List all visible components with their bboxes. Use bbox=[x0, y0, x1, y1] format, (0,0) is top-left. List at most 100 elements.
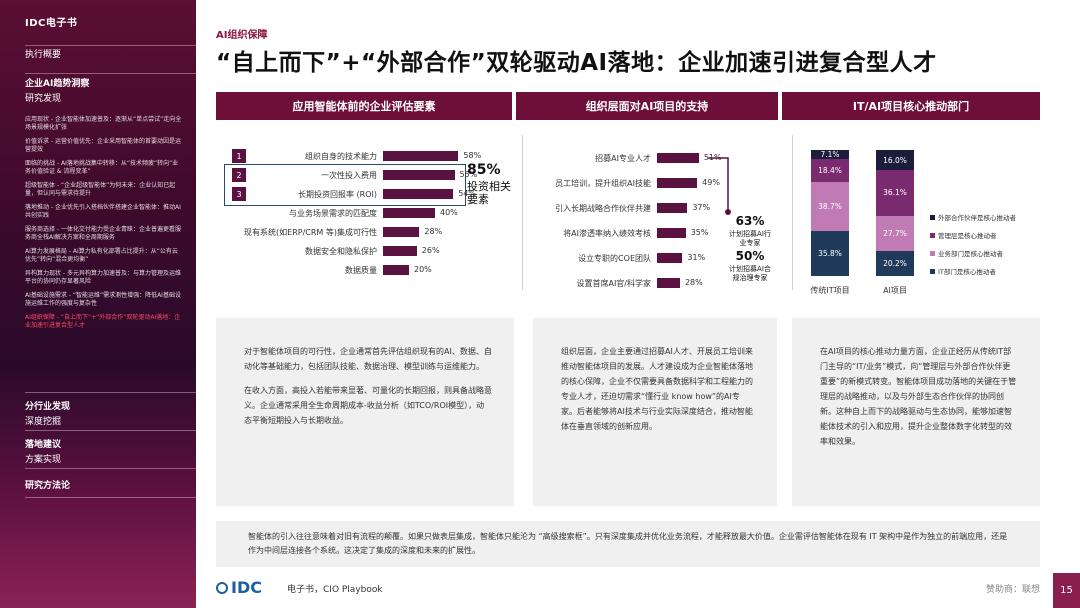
legend-item: IT部门是核心推动者 bbox=[930, 266, 996, 276]
ai-compliance-text: 计划招募AI合 规治理专家 bbox=[729, 265, 771, 282]
bar-value: 37% bbox=[692, 203, 711, 212]
sidebar-subitem[interactable]: 落地推动 - 企业优先引入搭档伙伴搭建企业智能体：推动AI共创实践 bbox=[25, 204, 181, 219]
bar-label: 引入长期战略合作伙伴共建 bbox=[555, 204, 651, 213]
text-box-eval: 对于智能体项目的可行性，企业通常首先评估组织现有的AI、数据、自动化等基础能力，… bbox=[216, 318, 514, 506]
legend-swatch bbox=[930, 232, 935, 238]
text-box-dept: 在AI项目的核心推动力量方面，企业正经历从传统IT部门主导的“IT/业务”模式，… bbox=[792, 318, 1040, 506]
bar bbox=[383, 170, 455, 180]
sidebar-divider bbox=[25, 468, 196, 469]
footer-title: 电子书，CIO Playbook bbox=[287, 585, 383, 595]
x-axis-label: 传统IT项目 bbox=[810, 286, 850, 295]
rank-badge: 2 bbox=[232, 168, 246, 182]
section-eyebrow: AI组织保障 bbox=[216, 30, 268, 41]
ai-expert-text: 计划招募AI行 业专家 bbox=[729, 230, 771, 247]
text-box-org: 组织层面，企业主要通过招募AI人才、开展员工培训来推动智能体项目的发展。人才建设… bbox=[533, 318, 777, 506]
stack-segment: 20.2% bbox=[876, 250, 914, 276]
bar-value: 55% bbox=[459, 170, 478, 179]
footer-sponsor: 赞助商：联想 bbox=[985, 585, 1040, 595]
sidebar-subitem-active[interactable]: AI组织保障 - “自上而下”+“外部合作”双轮驱动AI落地：企业加速引进复合型… bbox=[25, 314, 181, 329]
stack-segment: 35.8% bbox=[811, 230, 849, 276]
sidebar-item-advice[interactable]: 落地建议 bbox=[25, 440, 62, 450]
x-axis-label: AI项目 bbox=[883, 286, 907, 295]
sidebar-item-industry[interactable]: 分行业发现 bbox=[25, 402, 71, 412]
bar-value: 58% bbox=[463, 151, 482, 160]
bar bbox=[657, 278, 680, 288]
legend-swatch bbox=[930, 250, 935, 256]
column-header-eval: 应用智能体前的企业评估要素 bbox=[216, 92, 512, 120]
legend-swatch bbox=[930, 214, 935, 220]
bar bbox=[383, 227, 420, 237]
bar-label: 数据质量 bbox=[345, 266, 377, 275]
stack-segment: 27.7% bbox=[876, 215, 914, 251]
bar-value: 40% bbox=[440, 208, 458, 217]
stack-segment: 38.7% bbox=[811, 182, 849, 231]
stack-segment: 7.1% bbox=[811, 150, 849, 159]
bar-value: 20% bbox=[414, 265, 432, 274]
sidebar-subitem[interactable]: 价值诉求 - 运营价值优先：企业采用智能体的首要动因是运营提效 bbox=[25, 138, 181, 153]
bar bbox=[383, 151, 459, 161]
sidebar-subitem[interactable]: 超级智能体 - “企业超级智能体”为何未来：企业认知已起量，但认同与需求待提升 bbox=[25, 182, 176, 197]
sidebar-subitem[interactable]: 面临的挑战 - AI落地挑战集中转移：从“技术频疲”转向“业务价值验证 & 流程… bbox=[25, 160, 179, 175]
bar-value: 31% bbox=[687, 253, 706, 262]
bar-label: 设置首席AI官/科学家 bbox=[576, 279, 651, 288]
bar bbox=[657, 203, 688, 213]
bar-label: 一次性投入费用 bbox=[321, 171, 377, 180]
sidebar-item-trends-sub: 研究发现 bbox=[25, 94, 62, 104]
ai-expert-pct: 63% bbox=[735, 214, 765, 228]
bar-label: 招募AI专业人才 bbox=[595, 154, 651, 163]
bar bbox=[383, 265, 409, 275]
column-divider bbox=[792, 135, 793, 290]
sidebar-item-advice-sub: 方案实现 bbox=[25, 455, 62, 465]
bar-value: 28% bbox=[424, 227, 443, 236]
investment-highlight-box bbox=[224, 164, 466, 206]
bar-label: 设立专职的COE团队 bbox=[578, 254, 651, 263]
legend-item: 外部合作伙伴是核心推动者 bbox=[930, 212, 1016, 222]
legend-item: 管理层是核心推动者 bbox=[930, 230, 997, 240]
bar bbox=[383, 246, 417, 256]
sidebar-divider bbox=[25, 73, 196, 74]
bar-label: 现有系统(如ERP/CRM 等)集成可行性 bbox=[244, 228, 377, 237]
sidebar-subitem[interactable]: 异构算力现状 - 多元异构算力加速普及：与算力管理及运维平台的协同仍存显著风险 bbox=[25, 270, 181, 285]
investment-callout-pct: 85% bbox=[467, 162, 501, 178]
sidebar-subitem[interactable]: AI算力发展格局 - AI算力私有化部署占比提升：从“公有云优先”转向“混合更均… bbox=[25, 248, 178, 263]
bar bbox=[657, 178, 698, 188]
sidebar-subitem[interactable]: AI基础设施需求 - “智能运维”需求测性增强：降低AI基础设施运维工作的强度与… bbox=[25, 292, 181, 307]
bar-label: 数据安全和隐私保护 bbox=[305, 247, 377, 256]
bar-label: 长期投资回报率 (ROI) bbox=[298, 190, 377, 199]
sidebar-subitems: 应用现状 - 企业智能体加速普及：逐渐从“单点尝试”走向全场景规模化扩张 价值诉… bbox=[25, 116, 196, 329]
idc-logo: IDC bbox=[216, 578, 262, 597]
page-title: “自上而下”+“外部合作”双轮驱动AI落地：企业加速引进复合型人才 bbox=[216, 50, 937, 76]
bar-value: 35% bbox=[690, 228, 709, 237]
page-number: 15 bbox=[1053, 573, 1080, 608]
ai-compliance-pct: 50% bbox=[735, 249, 765, 263]
sidebar-divider bbox=[25, 45, 196, 46]
bar-value: 28% bbox=[684, 278, 703, 287]
bottom-note: 智能体的引入往往意味着对旧有流程的颠覆。如果只做表层集成，智能体只能沦为 “高级… bbox=[216, 521, 1040, 567]
legend-label: 业务部门是核心推动者 bbox=[938, 250, 1003, 258]
column-header-org: 组织层面对AI项目的支持 bbox=[516, 92, 778, 120]
sidebar-subitem[interactable]: 应用现状 - 企业智能体加速普及：逐渐从“单点尝试”走向全场景规模化扩张 bbox=[25, 116, 182, 131]
sidebar-item-methodology[interactable]: 研究方法论 bbox=[25, 481, 71, 491]
investment-callout-text2: 要素 bbox=[467, 193, 489, 206]
legend-label: 外部合作伙伴是核心推动者 bbox=[938, 214, 1016, 222]
sidebar-item-industry-sub: 深度挖掘 bbox=[25, 417, 62, 427]
legend-label: 管理层是核心推动者 bbox=[938, 232, 997, 240]
sidebar-item-summary[interactable]: 执行概要 bbox=[25, 50, 62, 60]
bar-label: 将AI渗透率纳入绩效考核 bbox=[563, 229, 651, 238]
bar-value: 49% bbox=[702, 178, 720, 187]
sidebar-subitem[interactable]: 服务商选择 - 一体化交付能力受企业青睐：企业普遍更看服务商全栈AI解决方案和全… bbox=[25, 226, 181, 241]
bar-value: 26% bbox=[421, 246, 440, 255]
sidebar-divider bbox=[25, 392, 196, 393]
bar-label: 组织自身的技术能力 bbox=[305, 152, 377, 161]
bar bbox=[657, 153, 699, 163]
investment-callout-text: 投资相关 bbox=[467, 180, 511, 193]
bar bbox=[657, 228, 686, 238]
bar bbox=[383, 208, 435, 218]
sidebar-title: IDC电子书 bbox=[25, 18, 78, 29]
sidebar-item-trends[interactable]: 企业AI趋势洞察 bbox=[25, 79, 90, 89]
rank-badge: 3 bbox=[232, 187, 246, 201]
sidebar: IDC电子书 执行概要 企业AI趋势洞察 研究发现 应用现状 - 企业智能体加速… bbox=[0, 0, 196, 608]
column-divider bbox=[522, 135, 523, 290]
bar-label: 员工培训，提升组织AI技能 bbox=[555, 179, 651, 188]
column-header-dept: IT/AI项目核心推动部门 bbox=[782, 92, 1040, 120]
